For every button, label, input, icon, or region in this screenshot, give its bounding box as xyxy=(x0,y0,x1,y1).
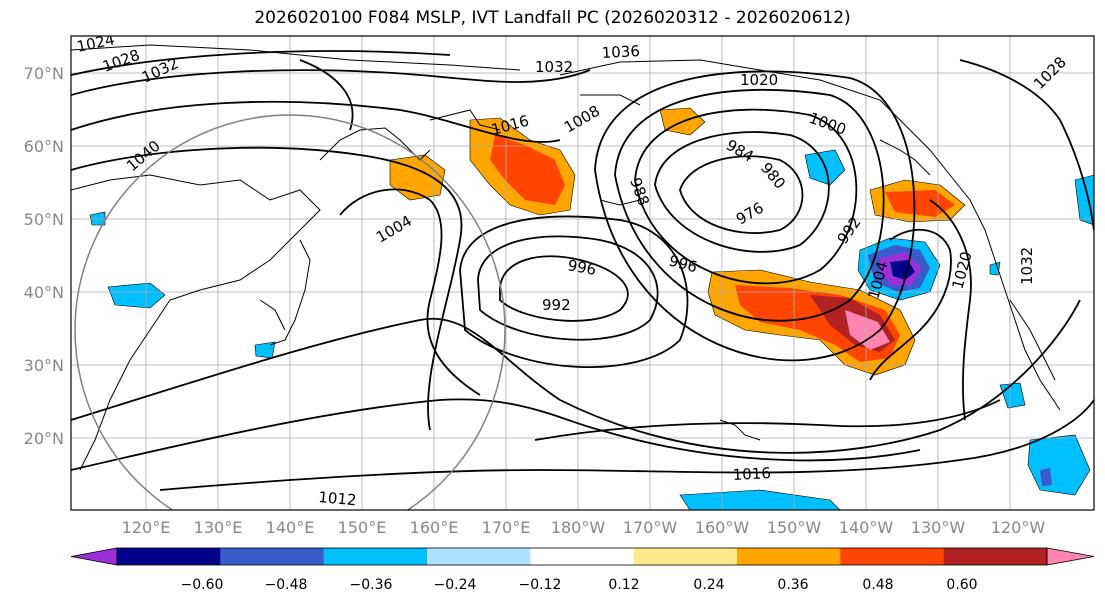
colorbar-extend-right xyxy=(1046,547,1095,566)
longitude-labels: 120°E 130°E 140°E 150°E 160°E 170°E 180°… xyxy=(122,518,1046,537)
colorbar xyxy=(70,547,1095,566)
colorbar-tick: 0.48 xyxy=(862,577,893,593)
colorbar-tick: 0.24 xyxy=(693,577,724,593)
colorbar-ticks: −0.60 −0.48 −0.36 −0.24 −0.12 0.12 0.24 … xyxy=(181,577,978,593)
isobar-label: 1036 xyxy=(601,42,640,62)
lat-label: 30°N xyxy=(24,356,64,375)
map-plot: 1024 1028 1032 1040 1036 1032 1020 1016 … xyxy=(71,36,1094,510)
isobar-label: 992 xyxy=(542,296,571,314)
lon-label: 130°W xyxy=(911,518,966,537)
isobar-label: 1032 xyxy=(535,58,573,76)
colorbar-tick: 0.36 xyxy=(777,577,808,593)
lon-label: 160°E xyxy=(410,518,459,537)
isobar-label: 1012 xyxy=(318,488,358,509)
graticule xyxy=(71,36,1094,510)
range-circle xyxy=(74,114,506,510)
colorbar-tick: −0.48 xyxy=(265,577,308,593)
colorbar-tick: −0.60 xyxy=(181,577,224,593)
lon-label: 130°E xyxy=(194,518,243,537)
lat-label: 70°N xyxy=(24,64,64,83)
isobar-label: 1032 xyxy=(1018,247,1036,285)
colorbar-segment xyxy=(840,548,945,565)
lon-label: 170°W xyxy=(623,518,678,537)
colorbar-segment xyxy=(943,548,1048,565)
lon-label: 170°E xyxy=(482,518,531,537)
map-frame xyxy=(70,35,1095,511)
colorbar-segment xyxy=(633,548,738,565)
lon-label: 150°E xyxy=(338,518,387,537)
lon-label: 150°W xyxy=(767,518,822,537)
lon-label: 180°W xyxy=(551,518,606,537)
colorbar-tick: −0.24 xyxy=(434,577,477,593)
lon-label: 120°E xyxy=(122,518,171,537)
colorbar-segment xyxy=(323,548,428,565)
colorbar-segment xyxy=(427,548,531,565)
lon-label: 140°W xyxy=(839,518,894,537)
map-title: 2026020100 F084 MSLP, IVT Landfall PC (2… xyxy=(254,8,851,28)
colorbar-tick: −0.36 xyxy=(350,577,393,593)
colorbar-tick: −0.12 xyxy=(519,577,562,593)
isobars xyxy=(71,50,1094,491)
lat-label: 50°N xyxy=(24,210,64,229)
lon-label: 140°E xyxy=(266,518,315,537)
ivt-shading xyxy=(89,107,1094,510)
isobar-label: 1020 xyxy=(740,71,778,89)
colorbar-tick: 0.12 xyxy=(608,577,639,593)
lon-label: 160°W xyxy=(695,518,750,537)
isobar-label: 996 xyxy=(566,256,597,279)
colorbar-frame xyxy=(116,547,1048,566)
lat-label: 20°N xyxy=(24,429,64,448)
lon-label: 120°W xyxy=(991,518,1046,537)
colorbar-segment xyxy=(117,548,221,565)
colorbar-segment xyxy=(737,548,841,565)
lat-label: 60°N xyxy=(24,137,64,156)
lat-label: 40°N xyxy=(24,283,64,302)
colorbar-segment xyxy=(530,548,635,565)
colorbar-tick: 0.60 xyxy=(946,577,977,593)
isobar-label: 1016 xyxy=(732,464,771,484)
colorbar-extend-left xyxy=(70,547,118,566)
latitude-labels: 70°N 60°N 50°N 40°N 30°N 20°N xyxy=(24,64,64,448)
colorbar-segment xyxy=(220,548,325,565)
